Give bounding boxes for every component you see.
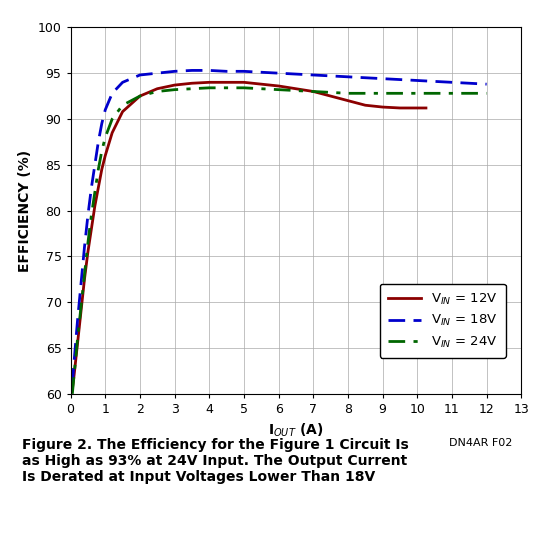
Text: DN4AR F02: DN4AR F02	[449, 438, 512, 448]
Legend: V$_{IN}$ = 12V, V$_{IN}$ = 18V, V$_{IN}$ = 24V: V$_{IN}$ = 12V, V$_{IN}$ = 18V, V$_{IN}$…	[380, 283, 506, 358]
Y-axis label: EFFICIENCY (%): EFFICIENCY (%)	[18, 149, 32, 272]
X-axis label: I$_{OUT}$ (A): I$_{OUT}$ (A)	[268, 421, 324, 439]
Text: Figure 2. The Efficiency for the Figure 1 Circuit Is
as High as 93% at 24V Input: Figure 2. The Efficiency for the Figure …	[22, 438, 408, 484]
